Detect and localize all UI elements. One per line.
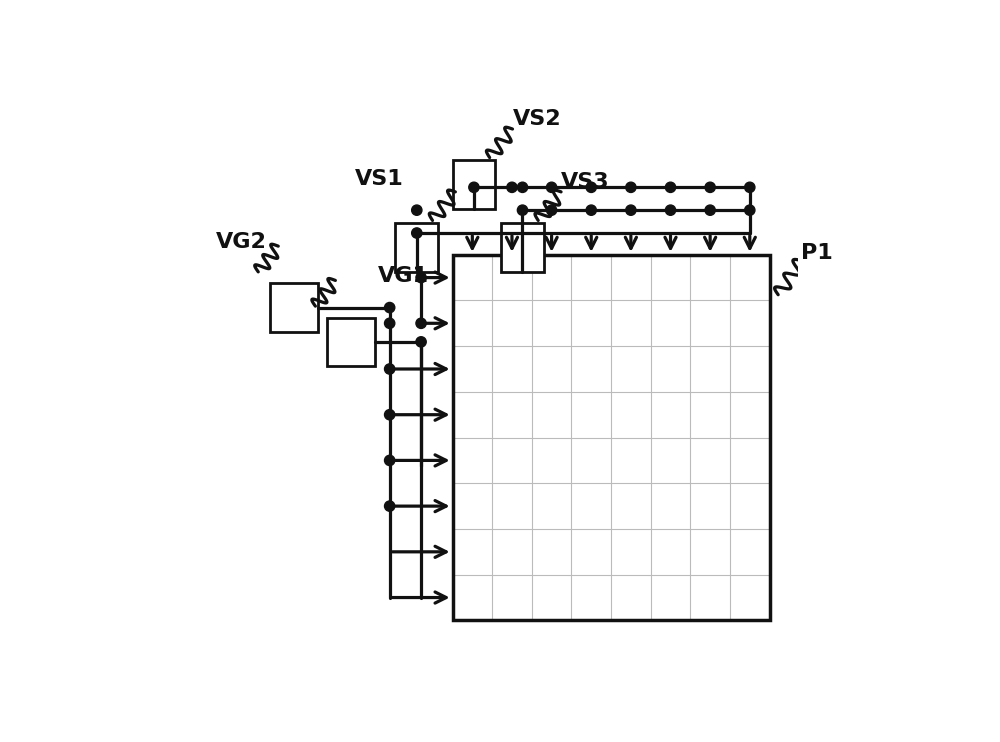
Text: VG2: VG2: [215, 232, 266, 252]
Circle shape: [412, 228, 422, 238]
Circle shape: [385, 410, 395, 420]
Circle shape: [665, 205, 676, 215]
Circle shape: [416, 337, 426, 347]
Text: VS3: VS3: [561, 172, 610, 192]
Bar: [327, 318, 375, 366]
Text: VG1: VG1: [378, 266, 429, 286]
Circle shape: [416, 272, 426, 283]
Circle shape: [517, 183, 528, 192]
Bar: [395, 223, 438, 272]
Circle shape: [586, 205, 596, 215]
Circle shape: [586, 183, 596, 192]
Circle shape: [626, 183, 636, 192]
Circle shape: [507, 183, 517, 192]
Circle shape: [416, 318, 426, 329]
Circle shape: [626, 205, 636, 215]
Bar: [270, 283, 318, 332]
Circle shape: [705, 205, 715, 215]
Bar: [501, 223, 544, 272]
Circle shape: [745, 183, 755, 192]
Circle shape: [385, 456, 395, 465]
Circle shape: [705, 183, 715, 192]
Circle shape: [745, 205, 755, 215]
Circle shape: [412, 205, 422, 215]
Circle shape: [385, 303, 395, 312]
Text: VS1: VS1: [355, 169, 404, 189]
Circle shape: [546, 205, 557, 215]
Circle shape: [517, 205, 528, 215]
Circle shape: [385, 364, 395, 374]
Bar: [453, 160, 495, 209]
Circle shape: [385, 501, 395, 511]
Text: P1: P1: [801, 243, 833, 263]
Circle shape: [469, 183, 479, 192]
Circle shape: [665, 183, 676, 192]
Text: VS2: VS2: [512, 109, 561, 129]
Bar: [453, 255, 770, 620]
Circle shape: [546, 183, 557, 192]
Circle shape: [385, 318, 395, 329]
